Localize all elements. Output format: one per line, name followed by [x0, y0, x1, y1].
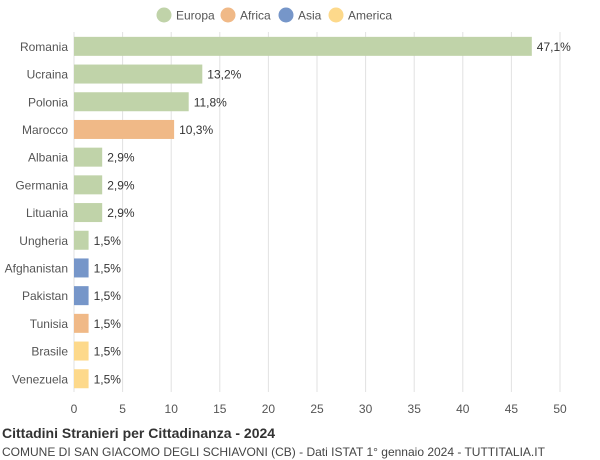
legend-label-america: America [348, 9, 392, 23]
x-tick-label: 0 [71, 402, 78, 416]
x-tick-label: 50 [553, 402, 567, 416]
data-label: 47,1% [537, 40, 571, 54]
bar-chart: Europa Africa Asia America Romania Ucraina Po… [5, 7, 572, 416]
bar-albania [74, 147, 103, 167]
data-label: 10,3% [179, 123, 213, 137]
y-tick-label: Polonia [28, 95, 68, 109]
legend-marker-africa [220, 7, 236, 23]
y-tick-label: Germania [15, 178, 68, 192]
data-label: 2,9% [107, 178, 135, 192]
x-tick-label: 15 [213, 402, 227, 416]
x-tick-label: 40 [456, 402, 470, 416]
chart-title: Cittadini Stranieri per Cittadinanza - 2… [2, 425, 276, 441]
x-tick-label: 25 [310, 402, 324, 416]
bar-lituania [74, 203, 103, 223]
x-tick-label: 30 [359, 402, 373, 416]
y-tick-label: Afghanistan [5, 261, 68, 275]
legend-label-africa: Africa [240, 9, 271, 23]
bar-venezuela [74, 369, 89, 389]
chart-subtitle: COMUNE DI SAN GIACOMO DEGLI SCHIAVONI (C… [2, 445, 545, 459]
data-label: 1,5% [94, 372, 122, 386]
data-label: 11,8% [194, 95, 227, 109]
bar-germania [74, 175, 103, 195]
x-axis-labels: 0 5 10 15 20 25 30 35 40 45 50 [71, 402, 567, 416]
x-tick-label: 20 [262, 402, 276, 416]
data-label: 1,5% [94, 317, 122, 331]
y-axis-labels: Romania Ucraina Polonia Marocco Albania Germa… [5, 40, 69, 386]
x-tick-label: 10 [165, 402, 179, 416]
data-labels: 47,1% 13,2% 11,8% 10,3% 2,9% 2,9% 2,9% 1,5% 1,5%… [94, 40, 572, 386]
y-tick-label: Ucraina [27, 68, 69, 82]
bar-ucraina [74, 64, 203, 84]
y-tick-label: Venezuela [12, 372, 68, 386]
bar-afghanistan [74, 258, 89, 278]
legend-marker-europa [156, 7, 172, 23]
y-tick-label: Ungheria [19, 234, 68, 248]
x-tick-label: 45 [505, 402, 519, 416]
bar-tunisia [74, 313, 89, 333]
chart-bars [74, 36, 532, 389]
bar-polonia [74, 92, 189, 112]
data-label: 2,9% [107, 206, 135, 220]
bar-marocco [74, 119, 175, 139]
y-tick-label: Pakistan [22, 289, 68, 303]
data-label: 1,5% [94, 234, 122, 248]
x-tick-label: 5 [119, 402, 126, 416]
bar-romania [74, 36, 532, 56]
legend-label-europa: Europa [176, 9, 215, 23]
y-tick-label: Tunisia [30, 317, 69, 331]
chart-legend: Europa Africa Asia America [156, 7, 392, 23]
y-tick-label: Lituania [26, 206, 68, 220]
y-tick-label: Brasile [31, 345, 68, 359]
bar-ungheria [74, 230, 89, 250]
chart-grid [73, 32, 561, 392]
legend-marker-america [328, 7, 344, 23]
legend-marker-asia [278, 7, 294, 23]
data-label: 13,2% [207, 68, 241, 82]
bar-pakistan [74, 286, 89, 306]
data-label: 2,9% [107, 151, 135, 165]
x-tick-label: 35 [408, 402, 422, 416]
y-tick-label: Romania [20, 40, 68, 54]
data-label: 1,5% [94, 345, 122, 359]
data-label: 1,5% [94, 261, 122, 275]
y-tick-label: Marocco [22, 123, 68, 137]
data-label: 1,5% [94, 289, 122, 303]
bar-brasile [74, 341, 89, 361]
y-tick-label: Albania [28, 151, 68, 165]
legend-label-asia: Asia [298, 9, 322, 23]
